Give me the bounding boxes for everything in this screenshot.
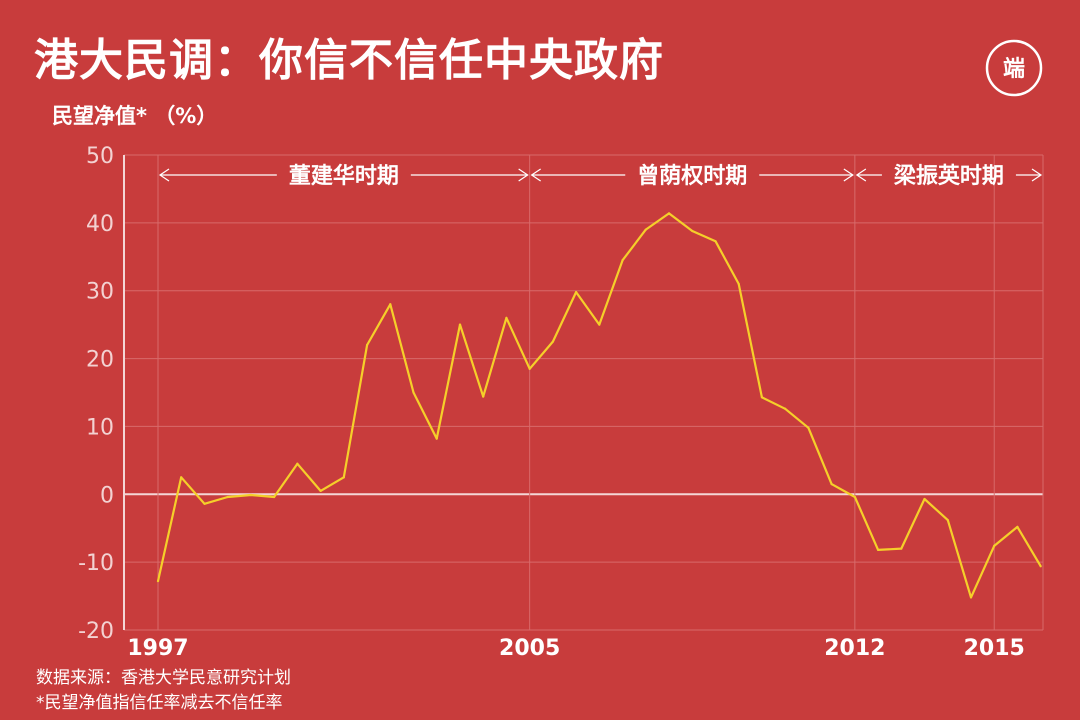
data-point [993,544,996,547]
data-point [551,340,554,343]
data-point [900,547,903,550]
era-arrow-head-left [855,168,867,182]
x-tick-label: 2012 [824,636,885,661]
y-tick-label: 20 [86,348,114,373]
data-source: 数据来源：香港大学民意研究计划 [36,668,291,688]
era-arrow-head-right [518,168,529,182]
data-point [226,495,229,499]
data-point [389,303,392,306]
data-point [853,495,856,499]
era-arrow-head-left [530,168,541,182]
data-point [458,323,462,326]
data-point [830,483,833,486]
y-tick-label: 50 [86,144,114,169]
data-point [296,462,299,465]
data-point [365,343,369,347]
data-point [876,548,880,552]
x-tick-label: 2005 [499,636,560,661]
data-point [667,212,671,215]
data-point [1039,565,1042,568]
chart-title: 港大民调：你信不信任中央政府 [34,35,664,86]
x-tick-label: 1997 [127,636,188,661]
data-point [1016,525,1019,528]
data-point [737,282,740,286]
y-axis-label: 民望净值* （%） [52,104,218,128]
data-point [505,316,508,319]
y-tick-label: 40 [86,212,114,237]
data-point [575,290,578,294]
data-point [644,228,647,231]
data-point [203,502,206,505]
data-point [760,396,764,399]
data-point [969,596,973,599]
data-point [435,437,438,440]
era-label: 梁振英时期 [893,164,1004,189]
data-point [807,426,810,429]
data-point [482,395,485,398]
era-arrow-head-right [1031,168,1043,182]
y-tick-label: 0 [100,483,114,508]
data-point [621,259,624,262]
data-point [598,323,601,326]
y-tick-label: -10 [78,551,114,576]
era-arrow-head-left [158,168,170,182]
data-point [946,518,949,522]
data-point [714,240,717,243]
x-tick-label: 2015 [964,636,1025,661]
data-point [156,580,160,583]
data-point [528,367,531,370]
series-line [156,212,1042,599]
data-point [319,489,322,492]
brand-logo: 端 [985,39,1043,97]
data-point [784,407,787,410]
data-point [180,476,183,479]
era-label: 董建华时期 [289,163,399,189]
y-tick-label: 10 [86,415,114,440]
y-tick-label: -20 [78,619,114,644]
data-point [249,493,253,497]
data-point [342,476,345,479]
data-point [923,497,926,501]
brand-logo-text: 端 [1003,57,1025,82]
footnote: *民望净值指信任率减去不信任率 [36,693,283,713]
data-point [273,495,276,499]
era-label: 曾荫权时期 [637,163,747,189]
y-tick-label: 30 [86,280,114,305]
data-point [691,229,694,233]
data-point [412,391,415,394]
era-arrow-head-right [843,168,854,182]
